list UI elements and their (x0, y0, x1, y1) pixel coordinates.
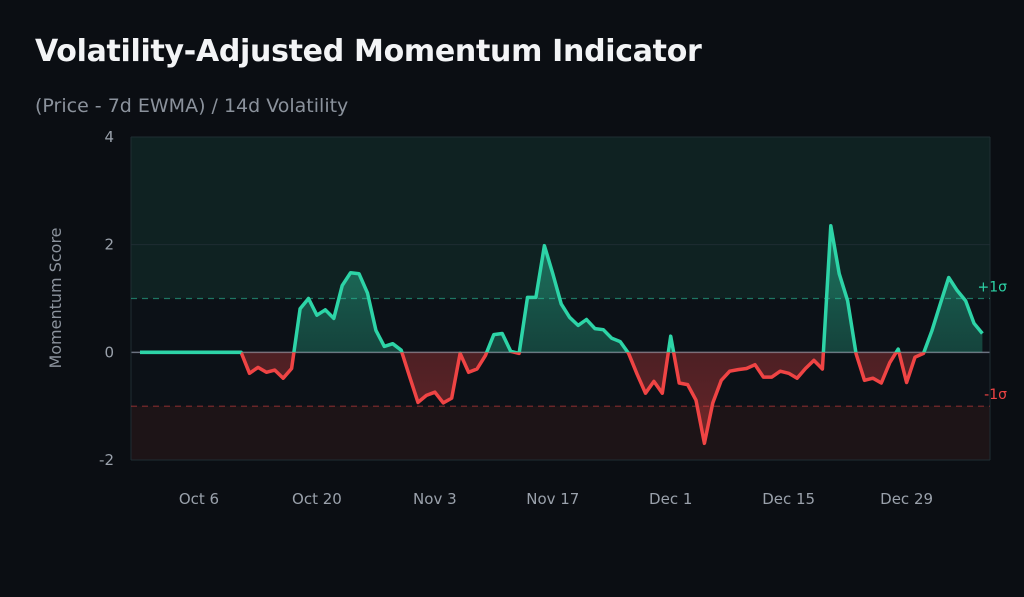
overbought-zone (131, 137, 990, 299)
chart-title: Volatility-Adjusted Momentum Indicator (35, 34, 702, 69)
y-tick-label: -2 (99, 451, 114, 469)
x-tick-label: Dec 15 (762, 490, 815, 508)
threshold-label: -1σ (984, 387, 1007, 403)
x-tick-label: Nov 17 (526, 490, 579, 508)
chart-subtitle: (Price - 7d EWMA) / 14d Volatility (35, 95, 349, 117)
negative-area (241, 352, 924, 444)
x-tick-label: Oct 6 (179, 490, 219, 508)
negative-line (140, 352, 926, 446)
positive-area (140, 225, 983, 353)
threshold-label: +1σ (977, 280, 1007, 296)
x-tick-label: Nov 3 (413, 490, 457, 508)
y-axis-label: Momentum Score (46, 227, 65, 368)
y-tick-label: 2 (104, 236, 114, 254)
y-tick-label: 0 (104, 343, 114, 361)
x-tick-label: Dec 29 (880, 490, 933, 508)
x-tick-label: Dec 1 (649, 490, 692, 508)
y-tick-label: 4 (104, 128, 114, 146)
x-tick-label: Oct 20 (292, 490, 342, 508)
oversold-zone (131, 406, 990, 460)
